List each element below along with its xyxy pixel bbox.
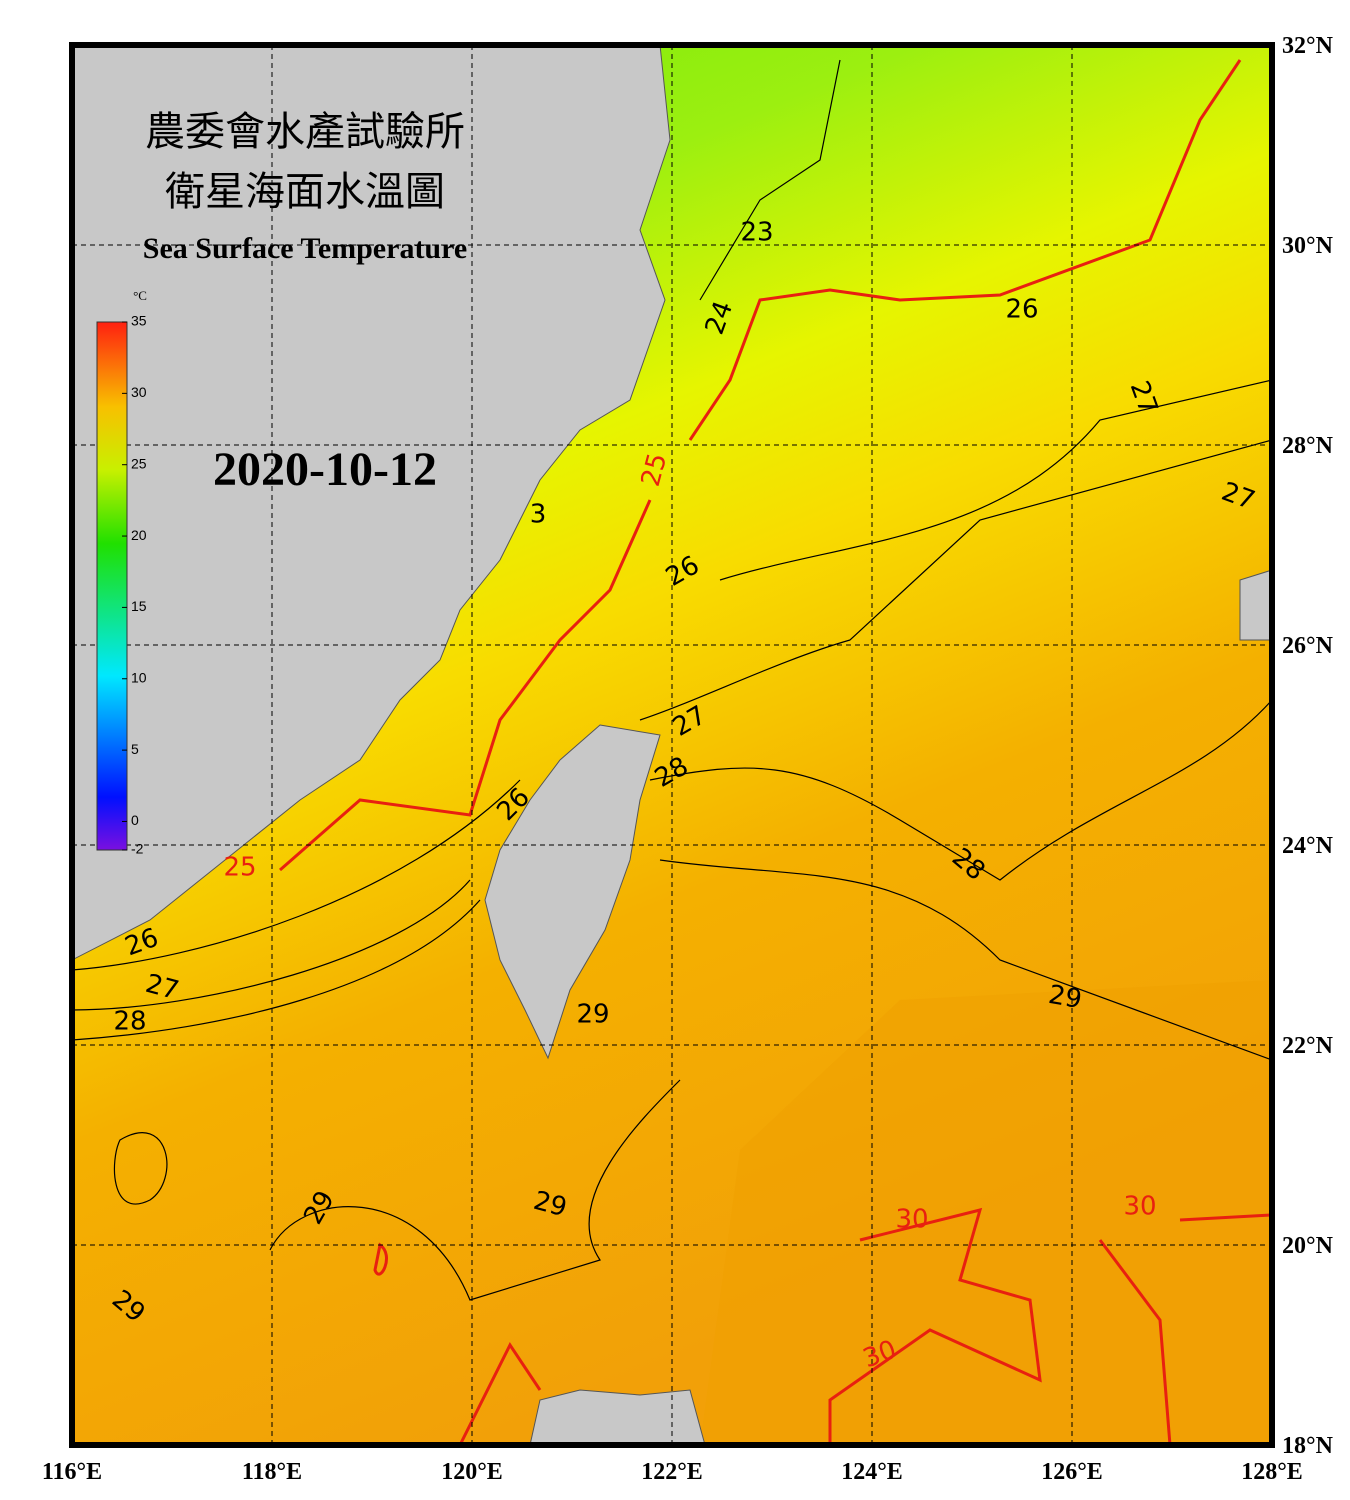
layer: 116°E 118°E 120°E 122°E 124°E 126°E 128°E 32°N 3… [42,33,1334,1485]
lat-label: 32°N [1282,33,1334,59]
colorbar-unit: °C [133,288,147,303]
lat-label: 28°N [1282,433,1334,459]
contour-label: 29 [576,1000,609,1030]
contour-label: 3 [530,500,547,530]
lon-label: 118°E [242,1459,302,1485]
lon-label: 116°E [42,1459,102,1485]
date: 2020-10-12 [213,443,437,496]
colorbar-label: 5 [131,741,139,757]
contour-label: 29 [1046,980,1084,1015]
red-contours [279,59,1272,1445]
colorbar-label: 20 [131,527,147,543]
contour-label: 23 [740,218,773,248]
lon-label: 122°E [641,1459,703,1485]
lon-label: 128°E [1241,1459,1303,1485]
colorbar-label: 30 [131,384,147,400]
lat-label: 24°N [1282,833,1334,859]
title-zh: 農委會水產試驗所 [145,109,465,154]
sst-field [72,45,1272,1445]
colorbar-label: 0 [131,812,139,828]
colorbar-label: 35 [131,313,147,329]
contour-label: 28 [113,1007,146,1037]
contour-label: 25 [223,853,256,883]
colorbar [96,321,128,851]
island [1239,569,1272,641]
colorbar-label: 15 [131,598,147,614]
taiwan [484,724,661,1060]
lat-label: 30°N [1282,233,1334,259]
contour-label: 26 [1005,295,1038,325]
lon-label: 124°E [841,1459,903,1485]
lat-label: 18°N [1282,1433,1334,1459]
lat-label: 22°N [1282,1033,1334,1059]
lon-label: 126°E [1041,1459,1103,1485]
colorbar-label: 10 [131,669,147,685]
mainland [72,45,671,961]
contours [72,59,1272,1301]
lat-label: 26°N [1282,633,1334,659]
contour-label: 30 [895,1205,928,1235]
map-frame [69,42,1275,1448]
warm-area [700,980,1272,1445]
lat-label: 20°N [1282,1233,1334,1259]
contour-label: 30 [1123,1192,1156,1222]
colorbar-label: -2 [131,841,144,857]
luzon [529,1389,706,1445]
title-zh: 衛星海面水溫圖 [165,169,445,214]
title-en: Sea Surface Temperature [143,232,467,265]
colorbar-label: 25 [131,455,147,471]
lon-label: 120°E [441,1459,503,1485]
